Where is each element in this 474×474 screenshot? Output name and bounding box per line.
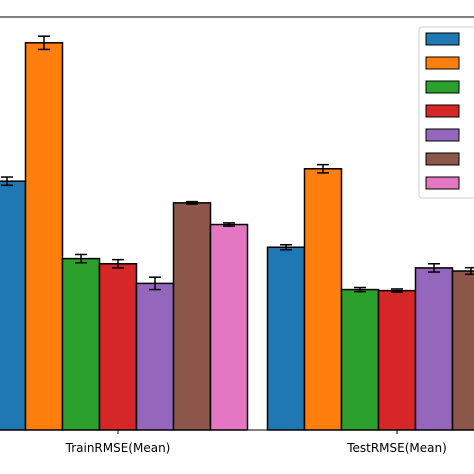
bar-series1-test — [266, 246, 306, 431]
bar-series4-test — [377, 289, 417, 431]
bar-series4-train — [98, 263, 138, 431]
legend-swatch-series5 — [425, 128, 460, 142]
bar-series3-train — [61, 257, 101, 431]
bar-series5-test — [414, 267, 454, 431]
bar-series1-train — [0, 180, 27, 431]
bar-series6-train — [172, 202, 212, 431]
bar-series7-train — [209, 223, 249, 431]
legend-swatch-series7 — [425, 176, 460, 190]
bar-series2-test — [303, 168, 343, 431]
x-tick-label: TestRMSE(Mean) — [346, 441, 447, 455]
bar-series2-train — [24, 42, 64, 431]
x-tick-labels: TrainRMSE(Mean) TestRMSE(Mean) — [65, 430, 447, 455]
bar-series6-test — [451, 270, 474, 431]
legend-swatch-series6 — [425, 152, 460, 166]
x-tick-label: TrainRMSE(Mean) — [65, 441, 171, 455]
legend — [418, 26, 474, 199]
legend-swatch-series1 — [425, 32, 460, 46]
bar-series5-train — [135, 282, 175, 431]
legend-swatch-series4 — [425, 104, 460, 118]
axes-layer — [0, 16, 474, 431]
legend-swatch-series2 — [425, 56, 460, 70]
bar-series3-test — [340, 288, 380, 431]
bars-layer — [0, 35, 474, 431]
legend-swatch-series3 — [425, 80, 460, 94]
